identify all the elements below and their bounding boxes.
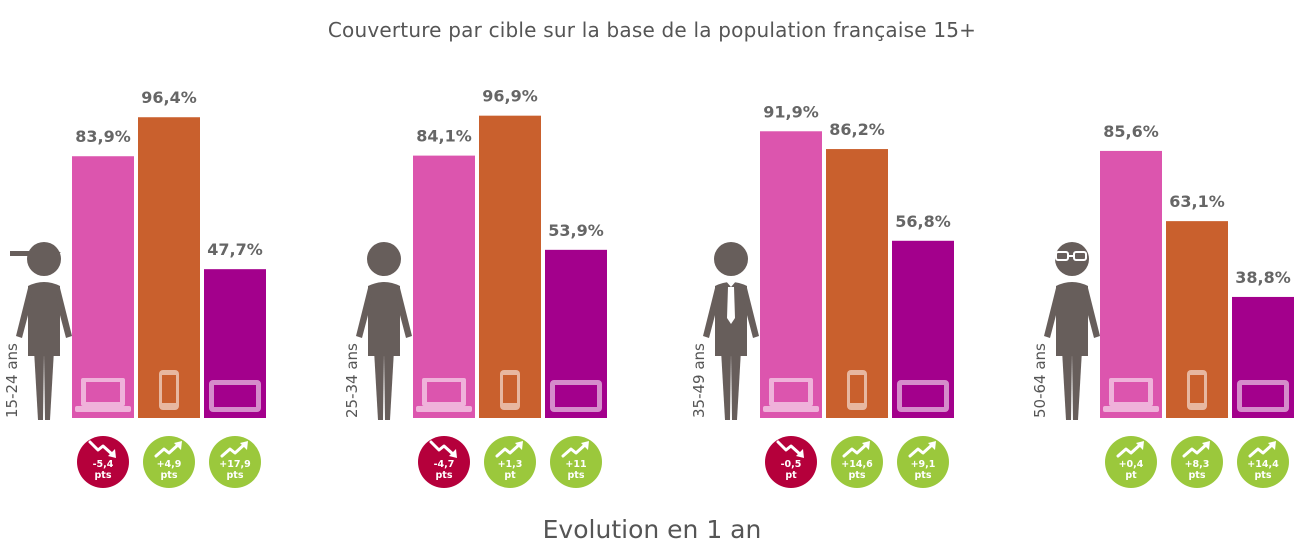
tablet-icon bbox=[550, 380, 602, 412]
evolution-value: -5,4 bbox=[93, 459, 114, 470]
age-label: 50-64 ans bbox=[1031, 343, 1049, 418]
evolution-value: +1,3 bbox=[498, 459, 523, 470]
tablet-icon bbox=[897, 380, 949, 412]
bar-value-label: 96,4% bbox=[141, 88, 197, 107]
evolution-unit: pts bbox=[1255, 470, 1272, 481]
person-icon bbox=[356, 242, 412, 420]
trend-up-icon bbox=[220, 441, 248, 458]
trend-up-icon bbox=[1182, 441, 1210, 458]
bar bbox=[479, 115, 541, 418]
person-icon bbox=[703, 242, 759, 420]
evolution-unit: pt bbox=[1125, 470, 1137, 481]
trend-up-icon bbox=[561, 441, 589, 458]
computer-icon bbox=[416, 378, 472, 412]
smartphone-icon bbox=[500, 370, 520, 410]
evolution-value: -0,5 bbox=[781, 459, 802, 470]
age-group: 35-49 ans91,9%-0,5pt86,2%+14,6pts56,8%+9… bbox=[690, 102, 954, 488]
trend-up-icon bbox=[495, 441, 523, 458]
evolution-value: +17,9 bbox=[219, 459, 250, 470]
bar bbox=[413, 155, 475, 418]
smartphone-icon bbox=[847, 370, 867, 410]
chart-title: Couverture par cible sur la base de la p… bbox=[327, 18, 977, 42]
age-group: 25-34 ans84,1%-4,7pts96,9%+1,3pt53,9%+11… bbox=[343, 87, 607, 488]
trend-down-icon bbox=[429, 440, 457, 458]
age-group: 15-24 ans83,9%-5,4pts96,4%+4,9pts47,7%+1… bbox=[3, 88, 266, 488]
evolution-value: +4,9 bbox=[157, 459, 182, 470]
evolution-value: +11 bbox=[565, 459, 586, 470]
evolution-value: +14,6 bbox=[841, 459, 873, 470]
evolution-badge-up: +0,4pt bbox=[1105, 436, 1157, 488]
evolution-unit: pts bbox=[568, 470, 585, 481]
trend-up-icon bbox=[908, 441, 936, 458]
trend-up-icon bbox=[154, 441, 182, 458]
smartphone-icon bbox=[1187, 370, 1207, 410]
trend-down-icon bbox=[88, 440, 116, 458]
bar-value-label: 38,8% bbox=[1235, 268, 1291, 287]
bar-value-label: 56,8% bbox=[895, 212, 951, 231]
evolution-unit: pt bbox=[785, 470, 797, 481]
tablet-icon bbox=[1237, 380, 1289, 412]
trend-up-icon bbox=[842, 441, 870, 458]
smartphone-icon bbox=[159, 370, 179, 410]
evolution-unit: pts bbox=[436, 470, 453, 481]
evolution-value: +9,1 bbox=[911, 459, 936, 470]
age-group: 50-64 ans85,6%+0,4pt63,1%+8,3pts38,8%+14… bbox=[1031, 122, 1294, 488]
bar bbox=[760, 131, 822, 418]
evolution-caption: Evolution en 1 an bbox=[542, 515, 762, 544]
evolution-unit: pts bbox=[227, 470, 244, 481]
age-label: 25-34 ans bbox=[343, 343, 361, 418]
evolution-unit: pts bbox=[161, 470, 178, 481]
trend-down-icon bbox=[776, 440, 804, 458]
evolution-value: +14,4 bbox=[1247, 459, 1279, 470]
bar-value-label: 91,9% bbox=[763, 102, 819, 121]
trend-up-icon bbox=[1248, 441, 1276, 458]
evolution-badge-down: -0,5pt bbox=[765, 436, 817, 488]
bar-value-label: 84,1% bbox=[416, 127, 472, 146]
evolution-unit: pts bbox=[95, 470, 112, 481]
evolution-unit: pt bbox=[504, 470, 516, 481]
computer-icon bbox=[75, 378, 131, 412]
person-icon bbox=[10, 242, 72, 420]
evolution-unit: pts bbox=[1189, 470, 1206, 481]
bar-value-label: 53,9% bbox=[548, 221, 604, 240]
bar bbox=[138, 117, 200, 419]
bar-value-label: 85,6% bbox=[1103, 122, 1159, 141]
age-label: 35-49 ans bbox=[690, 343, 708, 418]
bar-value-label: 96,9% bbox=[482, 87, 538, 106]
evolution-value: +8,3 bbox=[1185, 459, 1210, 470]
evolution-value: -4,7 bbox=[434, 459, 455, 470]
evolution-unit: pts bbox=[915, 470, 932, 481]
evolution-value: +0,4 bbox=[1119, 459, 1144, 470]
bar bbox=[1100, 150, 1162, 419]
bar-value-label: 83,9% bbox=[75, 127, 131, 146]
bar-value-label: 63,1% bbox=[1169, 192, 1225, 211]
bar bbox=[72, 156, 134, 418]
tablet-icon bbox=[209, 380, 261, 412]
bar-value-label: 47,7% bbox=[207, 240, 263, 259]
bar-value-label: 86,2% bbox=[829, 120, 885, 139]
trend-up-icon bbox=[1116, 441, 1144, 458]
evolution-unit: pts bbox=[849, 470, 866, 481]
computer-icon bbox=[763, 378, 819, 412]
person-icon bbox=[1044, 242, 1100, 420]
computer-icon bbox=[1103, 378, 1159, 412]
evolution-badge-up: +1,3pt bbox=[484, 436, 536, 488]
age-label: 15-24 ans bbox=[3, 343, 21, 418]
